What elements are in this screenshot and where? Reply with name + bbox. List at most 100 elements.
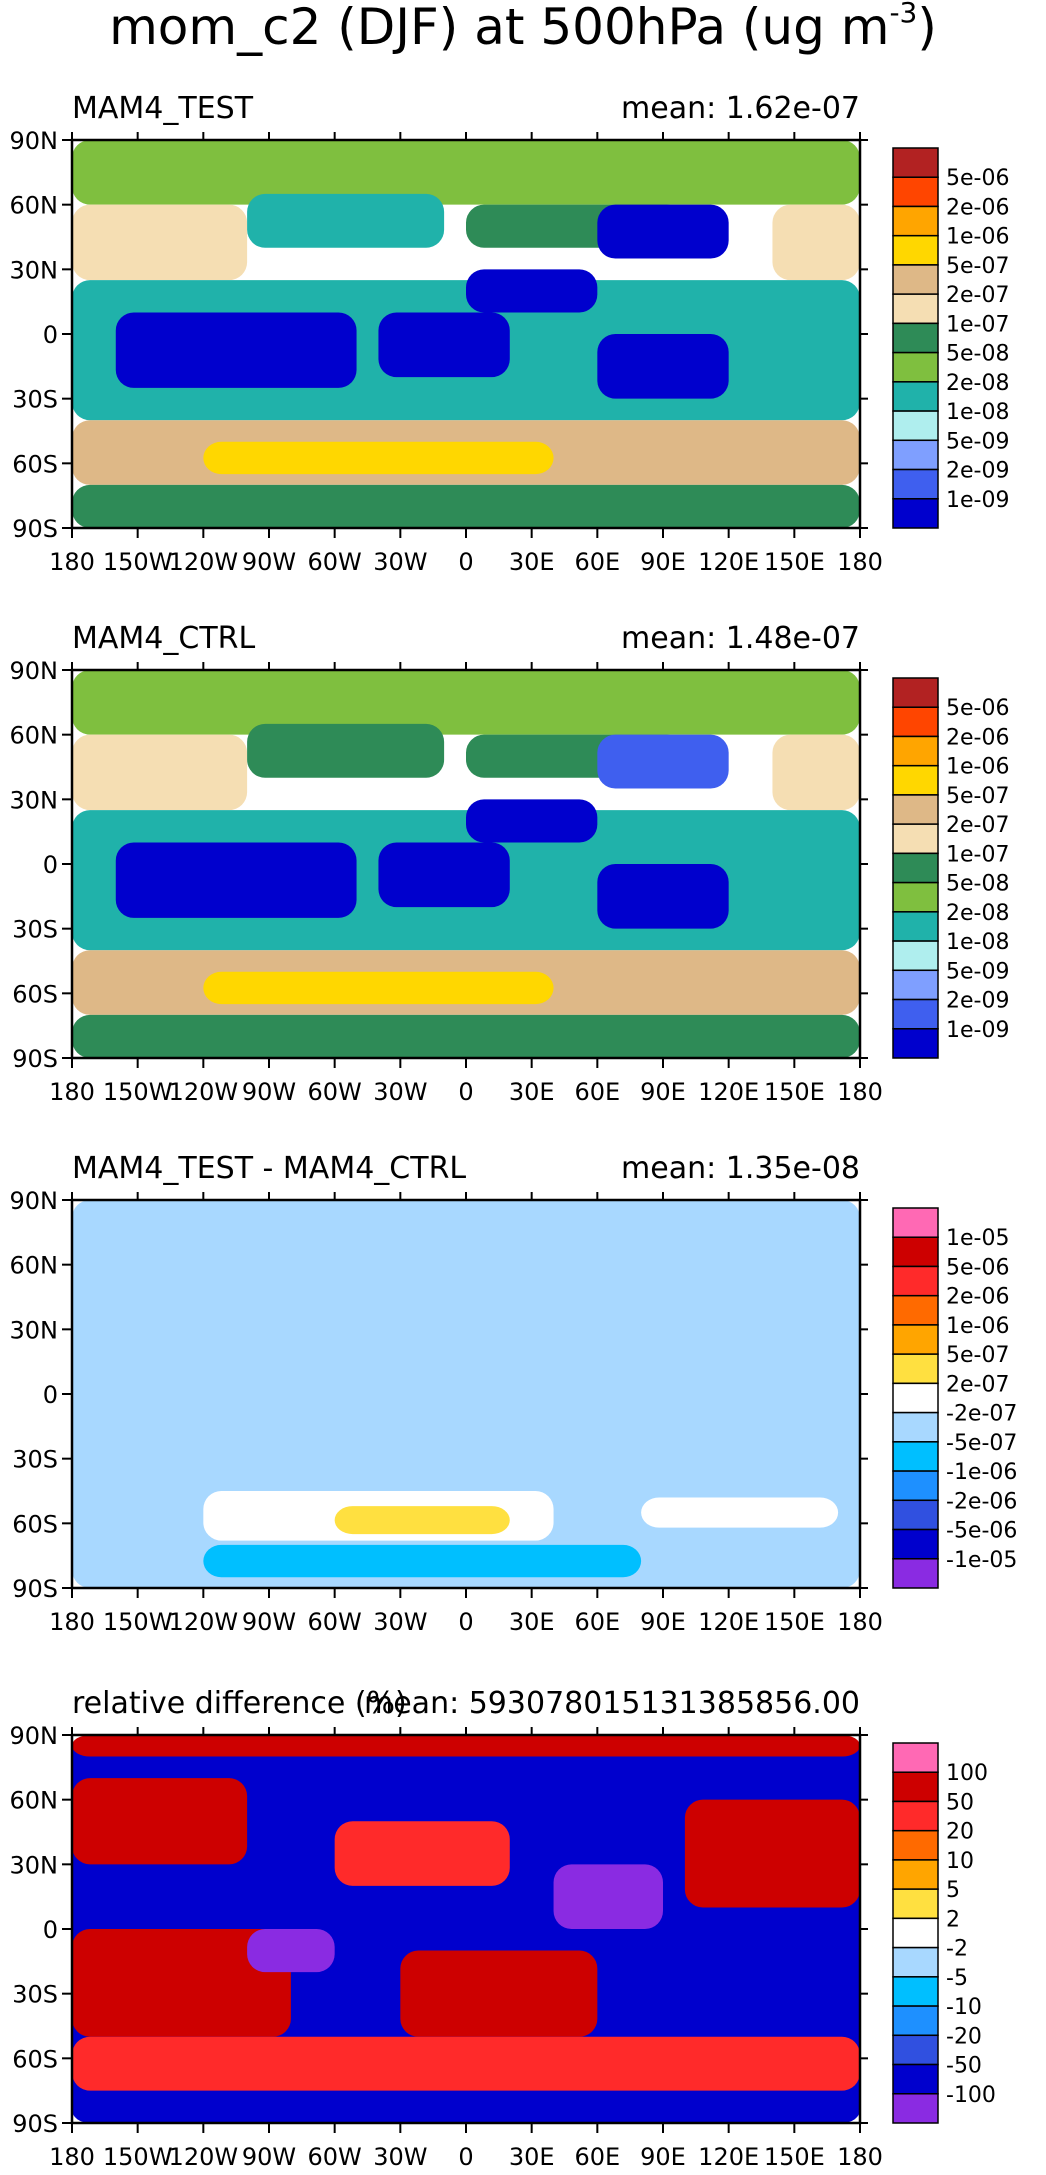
colorbar-box — [892, 764, 939, 796]
x-tick-label: 120E — [698, 2143, 759, 2171]
map-region — [72, 2036, 860, 2091]
colorbar-label: 5e-09 — [946, 959, 1009, 984]
colorbar-box — [892, 1888, 939, 1920]
colorbar-label: 2e-07 — [946, 813, 1009, 838]
y-tick-label: 30S — [12, 386, 58, 414]
x-tick-label: 120W — [169, 2143, 239, 2171]
colorbar-label: 1e-05 — [946, 1226, 1009, 1251]
y-tick-label: 90S — [12, 1045, 58, 1073]
colorbar-box — [892, 852, 939, 884]
colorbar-box — [892, 2063, 939, 2095]
colorbar: 5e-06 2e-06 1e-06 5e-07 2e-07 1e-07 5e-08 2e-08… — [892, 677, 1009, 1059]
colorbar-box — [892, 498, 939, 529]
colorbar: 100 50 20 10 5 2 -2 -5 -10 -20 -50 -100 — [892, 1742, 996, 2124]
y-tick-label: 0 — [43, 1916, 58, 1944]
colorbar-box — [892, 2005, 939, 2037]
panel-3: MAM4_TEST - MAM4_CTRL mean: 1.35e-08 180 15… — [10, 1151, 1018, 1636]
colorbar-box — [892, 1829, 939, 1861]
colorbar-label: -1e-06 — [946, 1460, 1017, 1485]
y-tick-label: 60N — [10, 1252, 59, 1280]
x-tick-label: 150E — [764, 1608, 825, 1636]
x-tick-label: 60W — [308, 548, 362, 576]
colorbar-label: 1e-09 — [946, 1018, 1009, 1043]
x-tick-label: 180 — [49, 548, 95, 576]
panel-title-left: MAM4_TEST - MAM4_CTRL — [72, 1151, 466, 1186]
colorbar-label: 2e-07 — [946, 283, 1009, 308]
panel-title-right: mean: 593078015131385856.00 — [364, 1686, 860, 1721]
panel-title-right: mean: 1.62e-07 — [621, 91, 860, 126]
map-region — [115, 312, 357, 388]
colorbar-box — [892, 2093, 939, 2124]
colorbar-box — [892, 439, 939, 471]
x-tick-label: 90E — [640, 548, 686, 576]
y-tick-label: 30N — [10, 1316, 59, 1344]
y-tick-label: 60N — [10, 1787, 59, 1815]
colorbar-box — [892, 1742, 939, 1773]
colorbar-label: 5e-08 — [946, 872, 1009, 897]
colorbar-box — [892, 969, 939, 1001]
colorbar-label: 1e-06 — [946, 1314, 1009, 1339]
x-tick-label: 180 — [49, 1078, 95, 1106]
y-tick-label: 90S — [12, 515, 58, 543]
x-tick-label: 0 — [458, 548, 473, 576]
map-region — [72, 204, 248, 281]
y-tick-label: 90S — [12, 2110, 58, 2138]
map-region — [466, 799, 598, 843]
panel-title-left: MAM4_CTRL — [72, 621, 255, 656]
colorbar-box — [892, 468, 939, 500]
colorbar-box — [892, 940, 939, 972]
y-tick-label: 90N — [10, 657, 59, 685]
map-region — [72, 1735, 860, 1757]
y-tick-label: 30N — [10, 786, 59, 814]
colorbar-box — [892, 1236, 939, 1268]
x-tick-label: 180 — [49, 1608, 95, 1636]
colorbar-box — [892, 1859, 939, 1890]
colorbar-label: -50 — [946, 2054, 982, 2079]
colorbar-box — [892, 2034, 939, 2066]
figure-title-superscript: -3 — [889, 0, 917, 29]
colorbar-label: 2e-09 — [946, 989, 1009, 1014]
colorbar-label: 2e-06 — [946, 1285, 1009, 1310]
colorbar-label: 1e-09 — [946, 488, 1009, 513]
colorbar-label: -20 — [946, 2024, 982, 2049]
panel-title-left: MAM4_TEST — [72, 91, 254, 126]
x-tick-label: 0 — [458, 2143, 473, 2171]
colorbar-box — [892, 1441, 939, 1472]
x-tick-label: 120E — [698, 1608, 759, 1636]
colorbar-box — [892, 1353, 939, 1385]
x-tick-label: 150E — [764, 2143, 825, 2171]
colorbar-label: 5e-09 — [946, 429, 1009, 454]
y-tick-label: 90N — [10, 127, 59, 155]
x-tick-label: 150W — [103, 1608, 173, 1636]
colorbar-box — [892, 998, 939, 1030]
x-tick-label: 90E — [640, 2143, 686, 2171]
x-tick-label: 30W — [373, 1608, 427, 1636]
x-tick-label: 150W — [103, 2143, 173, 2171]
colorbar-label: 2e-06 — [946, 195, 1009, 220]
colorbar-box — [892, 1470, 939, 1502]
map-region — [72, 2097, 860, 2123]
map-region — [641, 1497, 839, 1528]
map-region — [400, 1950, 598, 2037]
x-tick-label: 180 — [49, 2143, 95, 2171]
colorbar-box — [892, 1946, 939, 1978]
map-region — [334, 1506, 510, 1535]
map-region — [203, 971, 554, 1005]
colorbar-box — [892, 410, 939, 442]
colorbar-label: 1e-07 — [946, 842, 1009, 867]
colorbar-label: 2e-06 — [946, 725, 1009, 750]
colorbar-box — [892, 1265, 939, 1297]
colorbar-label: -5 — [946, 1966, 968, 1991]
colorbar-box — [892, 293, 939, 325]
colorbar-label: 2e-08 — [946, 901, 1009, 926]
x-tick-label: 120W — [169, 548, 239, 576]
colorbar-label: -100 — [946, 2083, 996, 2108]
colorbar-label: -2e-06 — [946, 1489, 1017, 1514]
x-tick-label: 30E — [509, 548, 555, 576]
colorbar-box — [892, 234, 939, 266]
x-tick-label: 30E — [509, 2143, 555, 2171]
map-region — [378, 312, 510, 378]
